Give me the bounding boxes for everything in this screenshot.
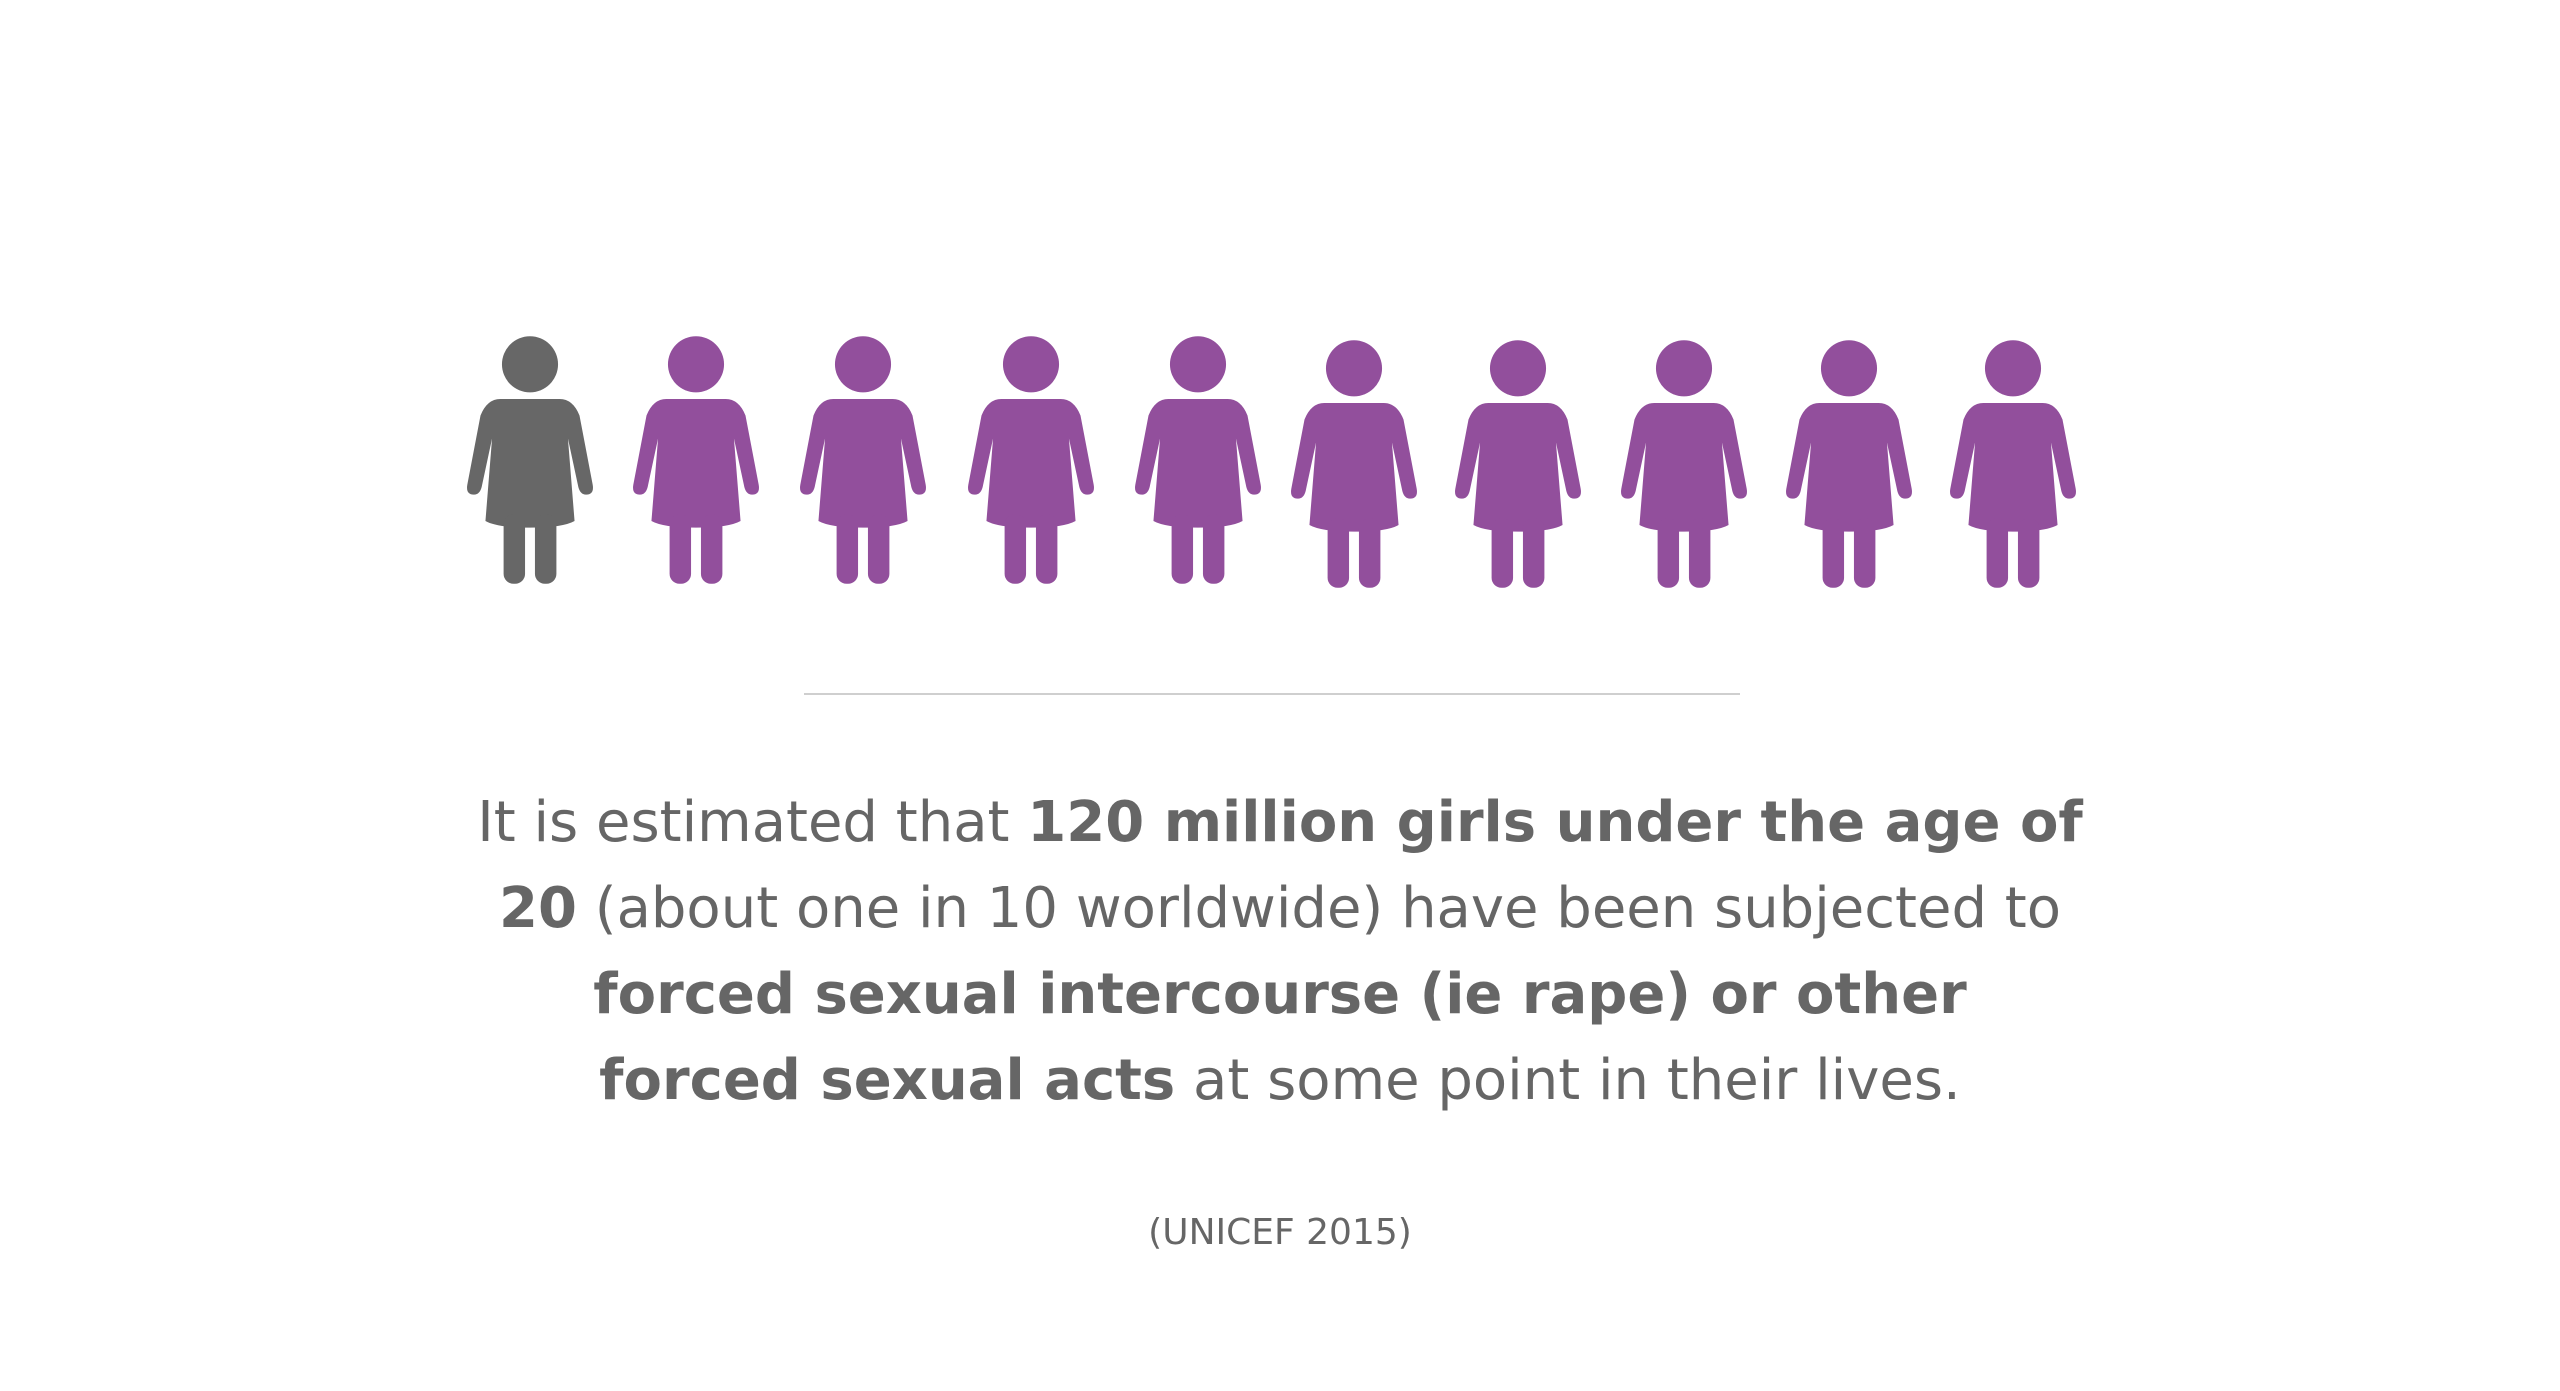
figure-gray — [467, 336, 593, 584]
figure-purple — [800, 336, 926, 584]
source: (UNICEF 2015) — [1148, 1212, 1412, 1253]
statement-line: 20 (about one in 10 worldwide) have been… — [0, 866, 2560, 952]
bold-text: forced sexual intercourse (ie rape) or o… — [593, 962, 1967, 1027]
statement-line: It is estimated that 120 million girls u… — [0, 780, 2560, 866]
text: (about one in 10 worldwide) have been su… — [576, 876, 2062, 941]
bold-text: 120 million girls under the age of — [1027, 790, 2083, 855]
bold-text: forced sexual acts — [599, 1048, 1176, 1113]
text: at some point in their lives. — [1175, 1048, 1961, 1113]
bold-text: 20 — [498, 876, 577, 941]
figure-purple — [1455, 340, 1581, 588]
figure-purple — [1291, 340, 1417, 588]
figure-purple — [1135, 336, 1261, 584]
statement-line: forced sexual acts at some point in thei… — [0, 1038, 2560, 1124]
text: It is estimated that — [477, 790, 1028, 855]
figures — [467, 336, 2076, 588]
figure-purple — [633, 336, 759, 584]
figure-purple — [1621, 340, 1747, 588]
statement: It is estimated that 120 million girls u… — [0, 780, 2560, 1124]
divider — [804, 693, 1740, 695]
figure-purple — [1786, 340, 1912, 588]
figure-purple — [968, 336, 1094, 584]
statement-line: forced sexual intercourse (ie rape) or o… — [0, 952, 2560, 1038]
figure-purple — [1950, 340, 2076, 588]
